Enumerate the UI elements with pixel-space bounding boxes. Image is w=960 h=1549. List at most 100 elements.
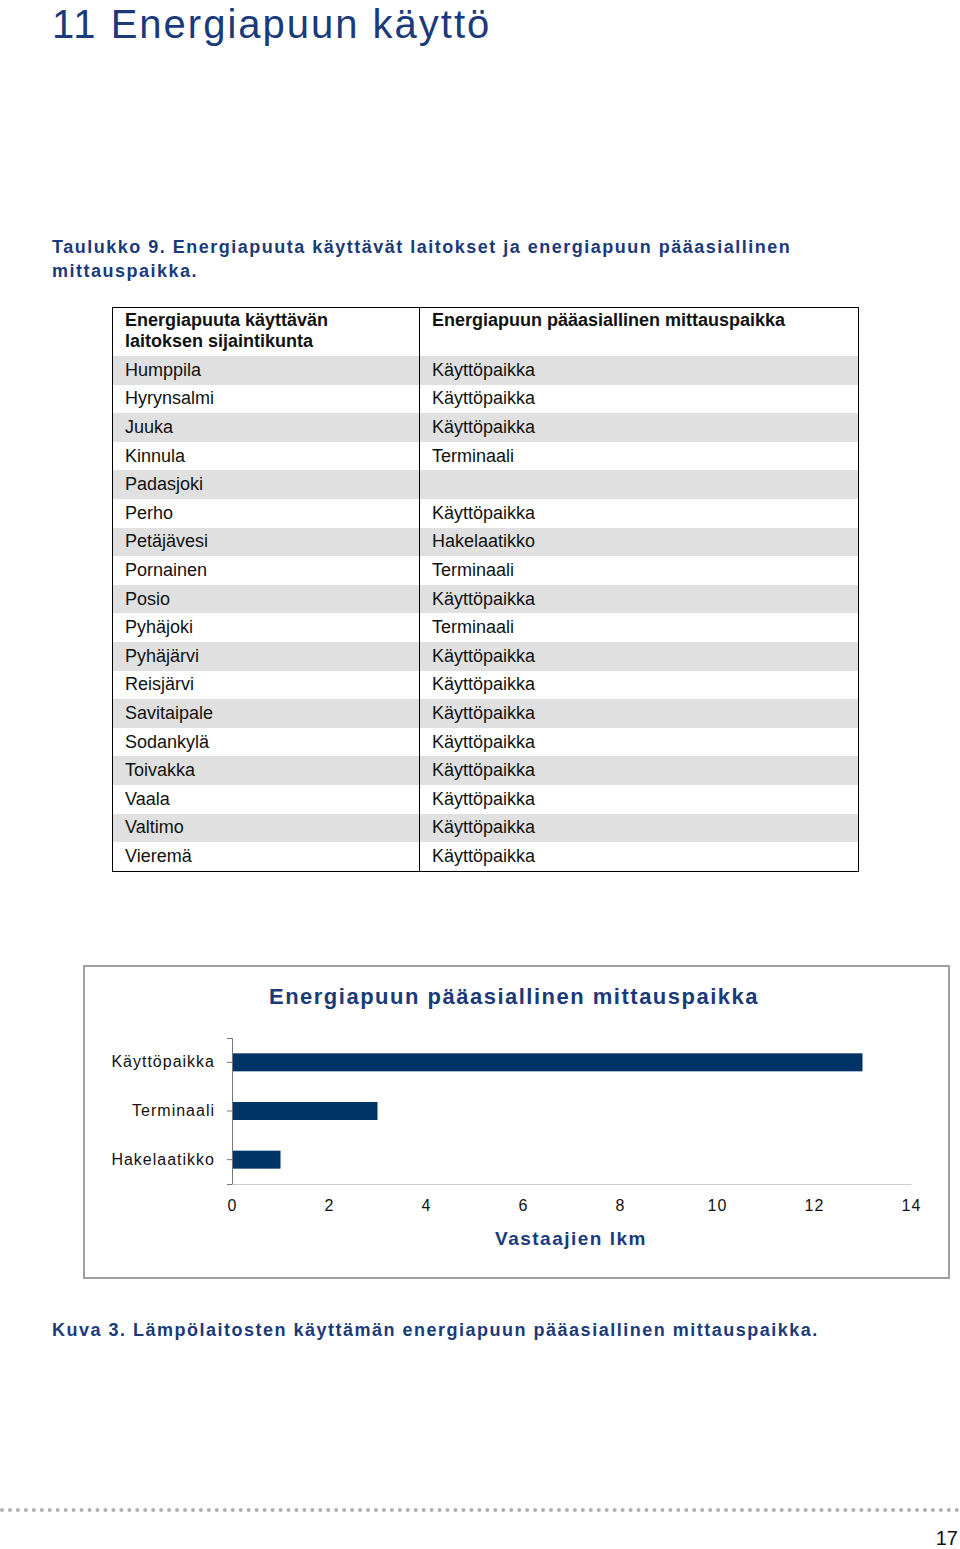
- table-cell: Toivakka: [113, 756, 420, 785]
- table-row: SavitaipaleKäyttöpaikka: [113, 699, 859, 728]
- y-axis: Käyttöpaikka Terminaali Hakelaatikko: [111, 1039, 232, 1185]
- table-cell: Petäjävesi: [113, 528, 420, 557]
- table-cell: Sodankylä: [113, 728, 420, 757]
- tick-mark: [227, 1111, 232, 1112]
- table-cell: Posio: [113, 585, 420, 614]
- table-cell: Käyttöpaikka: [420, 499, 859, 528]
- tick-label: Hakelaatikko: [111, 1151, 215, 1168]
- table-cell: Humppila: [113, 356, 420, 385]
- table-caption: Taulukko 9. Energiapuuta käyttävät laito…: [52, 235, 922, 283]
- tick-mark: [227, 1062, 232, 1063]
- table-cell: Käyttöpaikka: [420, 728, 859, 757]
- table-cell: Savitaipale: [113, 699, 420, 728]
- table-row: PerhoKäyttöpaikka: [113, 499, 859, 528]
- table-row: HyrynsalmiKäyttöpaikka: [113, 385, 859, 414]
- tick-label: Terminaali: [132, 1102, 215, 1119]
- table-cell: Käyttöpaikka: [420, 642, 859, 671]
- footer-rule: [0, 1508, 960, 1512]
- table-row: PyhäjokiTerminaali: [113, 613, 859, 642]
- table-cell: Terminaali: [420, 442, 859, 471]
- y-tick: Käyttöpaikka: [111, 1053, 232, 1070]
- table-cell: [420, 470, 859, 499]
- table-cell: Valtimo: [113, 814, 420, 843]
- table-header-cell: Energiapuun pääasiallinen mittauspaikka: [420, 308, 859, 357]
- table-cell: Pornainen: [113, 556, 420, 585]
- y-tick: Hakelaatikko: [111, 1151, 232, 1168]
- table-cell: Käyttöpaikka: [420, 785, 859, 814]
- table-cell: Vaala: [113, 785, 420, 814]
- table-cell: Padasjoki: [113, 470, 420, 499]
- x-tick: 4: [422, 1184, 432, 1214]
- table-row: VieremäKäyttöpaikka: [113, 842, 859, 871]
- table-row: PornainenTerminaali: [113, 556, 859, 585]
- table-row: Padasjoki: [113, 470, 859, 499]
- table-cell: Pyhäjoki: [113, 613, 420, 642]
- x-tick: 8: [616, 1184, 626, 1214]
- x-axis-title: Vastaajien lkm: [495, 1228, 647, 1249]
- table-cell: Reisjärvi: [113, 671, 420, 700]
- table-cell: Hyrynsalmi: [113, 385, 420, 414]
- table-cell: Terminaali: [420, 556, 859, 585]
- table-row: KinnulaTerminaali: [113, 442, 859, 471]
- table-cell: Käyttöpaikka: [420, 385, 859, 414]
- table-row: PetäjävesiHakelaatikko: [113, 528, 859, 557]
- tick-label: 6: [519, 1197, 529, 1214]
- heading: 11 Energiapuun käyttö: [52, 0, 491, 48]
- chart-title: Energiapuun pääasiallinen mittauspaikka: [269, 984, 759, 1009]
- header-text: Energiapuuta käyttävän laitoksen sijaint…: [125, 310, 365, 352]
- table-cell: Pyhäjärvi: [113, 642, 420, 671]
- table-cell: Vieremä: [113, 842, 420, 871]
- table-cell: Juuka: [113, 413, 420, 442]
- table-cell: Kinnula: [113, 442, 420, 471]
- table: Energiapuuta käyttävän laitoksen sijaint…: [112, 307, 859, 872]
- table-cell: Hakelaatikko: [420, 528, 859, 557]
- x-tick: 2: [325, 1184, 335, 1214]
- header-text: Energiapuun pääasiallinen mittauspaikka: [432, 310, 858, 331]
- x-tick: 14: [902, 1184, 922, 1214]
- tick-label: 0: [228, 1197, 238, 1214]
- tick-label: 10: [708, 1197, 728, 1214]
- tick-label: 2: [325, 1197, 335, 1214]
- axis-line: [233, 1184, 912, 1185]
- tick-label: 8: [616, 1197, 626, 1214]
- table-row: ToivakkaKäyttöpaikka: [113, 756, 859, 785]
- table-row: ValtimoKäyttöpaikka: [113, 814, 859, 843]
- table-cell: Käyttöpaikka: [420, 671, 859, 700]
- x-tick: 6: [519, 1184, 529, 1214]
- table-cell: Käyttöpaikka: [420, 699, 859, 728]
- bars: [232, 1053, 863, 1168]
- table-row: ReisjärviKäyttöpaikka: [113, 671, 859, 700]
- x-tick: 10: [708, 1184, 728, 1214]
- tick-label: 12: [805, 1197, 825, 1214]
- table-header-row: Energiapuuta käyttävän laitoksen sijaint…: [113, 308, 859, 357]
- table-cell: Käyttöpaikka: [420, 585, 859, 614]
- x-tick: 12: [805, 1184, 825, 1214]
- chart: Energiapuun pääasiallinen mittauspaikka K…: [0, 0, 960, 1549]
- tick-mark: [227, 1159, 232, 1160]
- table-cell: Käyttöpaikka: [420, 842, 859, 871]
- x-tick: 0: [228, 1184, 238, 1214]
- table-cell: Perho: [113, 499, 420, 528]
- table-cell: Käyttöpaikka: [420, 814, 859, 843]
- table-row: HumppilaKäyttöpaikka: [113, 356, 859, 385]
- table-cell: Käyttöpaikka: [420, 356, 859, 385]
- table-row: PosioKäyttöpaikka: [113, 585, 859, 614]
- page-number: 17: [936, 1527, 958, 1549]
- bar: [232, 1151, 281, 1169]
- table-header-cell: Energiapuuta käyttävän laitoksen sijaint…: [113, 308, 420, 357]
- x-axis: 0 2 4 6 8 10 12 14: [228, 1184, 922, 1214]
- figure-caption: Kuva 3. Lämpölaitosten käyttämän energia…: [52, 1320, 819, 1341]
- table-cell: Käyttöpaikka: [420, 756, 859, 785]
- table-row: JuukaKäyttöpaikka: [113, 413, 859, 442]
- table-cell: Käyttöpaikka: [420, 413, 859, 442]
- table-row: PyhäjärviKäyttöpaikka: [113, 642, 859, 671]
- tick-label: 4: [422, 1197, 432, 1214]
- table-row: SodankyläKäyttöpaikka: [113, 728, 859, 757]
- tick-label: 14: [902, 1197, 922, 1214]
- table-row: VaalaKäyttöpaikka: [113, 785, 859, 814]
- y-tick: Terminaali: [132, 1102, 232, 1119]
- tick-label: Käyttöpaikka: [111, 1053, 215, 1070]
- axis-line: [227, 1039, 233, 1185]
- bar: [232, 1102, 378, 1120]
- table-cell: Terminaali: [420, 613, 859, 642]
